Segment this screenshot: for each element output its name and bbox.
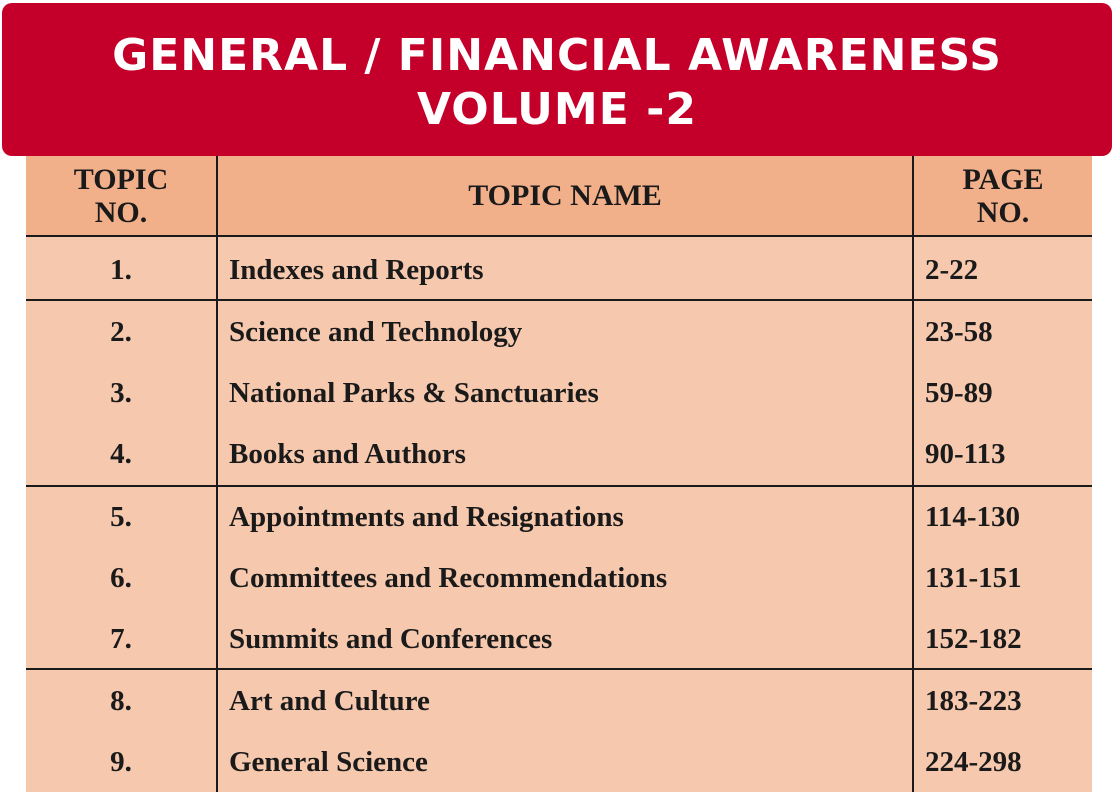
topic-number: 6. <box>110 562 132 594</box>
page-range: 131-151 <box>925 562 1022 594</box>
topic-number: 8. <box>110 685 132 717</box>
group-divider <box>26 668 1092 670</box>
topic-name: Appointments and Resignations <box>229 501 624 533</box>
table-row: 3. National Parks & Sanctuaries 59-89 <box>26 363 1092 424</box>
column-divider <box>216 156 218 792</box>
topic-number: 7. <box>110 623 132 655</box>
table-row: 7. Summits and Conferences 152-182 <box>26 609 1092 670</box>
table-row: 6. Committees and Recommendations 131-15… <box>26 548 1092 609</box>
contents-table: TOPIC NO. TOPIC NAME PAGE NO. 1. Indexes… <box>26 156 1092 792</box>
title-banner: GENERAL / FINANCIAL AWARENESS VOLUME -2 <box>2 3 1112 156</box>
page-range: 114-130 <box>925 501 1021 533</box>
topic-number: 9. <box>110 746 132 778</box>
topic-name: Art and Culture <box>229 685 430 717</box>
title-line-1: GENERAL / FINANCIAL AWARENESS <box>112 30 1002 81</box>
table-row: 2. Science and Technology 23-58 <box>26 302 1092 363</box>
page-range: 2-22 <box>925 254 979 286</box>
topic-number: 1. <box>110 254 132 286</box>
table-row: 8. Art and Culture 183-223 <box>26 671 1092 732</box>
group-divider <box>26 485 1092 487</box>
topic-name: National Parks & Sanctuaries <box>229 377 599 409</box>
topic-name: Summits and Conferences <box>229 623 553 655</box>
table-header-row: TOPIC NO. TOPIC NAME PAGE NO. <box>26 156 1092 237</box>
table-row: 1. Indexes and Reports 2-22 <box>26 240 1092 301</box>
page-range: 152-182 <box>925 623 1022 655</box>
page-range: 59-89 <box>925 377 993 409</box>
page-range: 90-113 <box>925 438 1006 470</box>
title-line-2: VOLUME -2 <box>417 84 697 135</box>
topic-name: General Science <box>229 746 428 778</box>
column-header-topic-name: TOPIC NAME <box>468 179 662 212</box>
topic-name: Committees and Recommendations <box>229 562 668 594</box>
topic-name: Indexes and Reports <box>229 254 484 286</box>
table-row: 9. General Science 224-298 <box>26 732 1092 793</box>
page-range: 23-58 <box>925 316 993 348</box>
table-row: 4. Books and Authors 90-113 <box>26 424 1092 485</box>
group-divider <box>26 299 1092 301</box>
topic-number: 3. <box>110 377 132 409</box>
column-divider <box>912 156 914 792</box>
column-header-page-no: PAGE NO. <box>962 162 1044 229</box>
topic-number: 2. <box>110 316 132 348</box>
table-row: 5. Appointments and Resignations 114-130 <box>26 487 1092 548</box>
topic-number: 4. <box>110 438 132 470</box>
topic-name: Science and Technology <box>229 316 523 348</box>
topic-name: Books and Authors <box>229 438 466 470</box>
page-range: 183-223 <box>925 685 1022 717</box>
page-range: 224-298 <box>925 746 1022 778</box>
topic-number: 5. <box>110 501 132 533</box>
column-header-topic-no: TOPIC NO. <box>73 162 169 229</box>
